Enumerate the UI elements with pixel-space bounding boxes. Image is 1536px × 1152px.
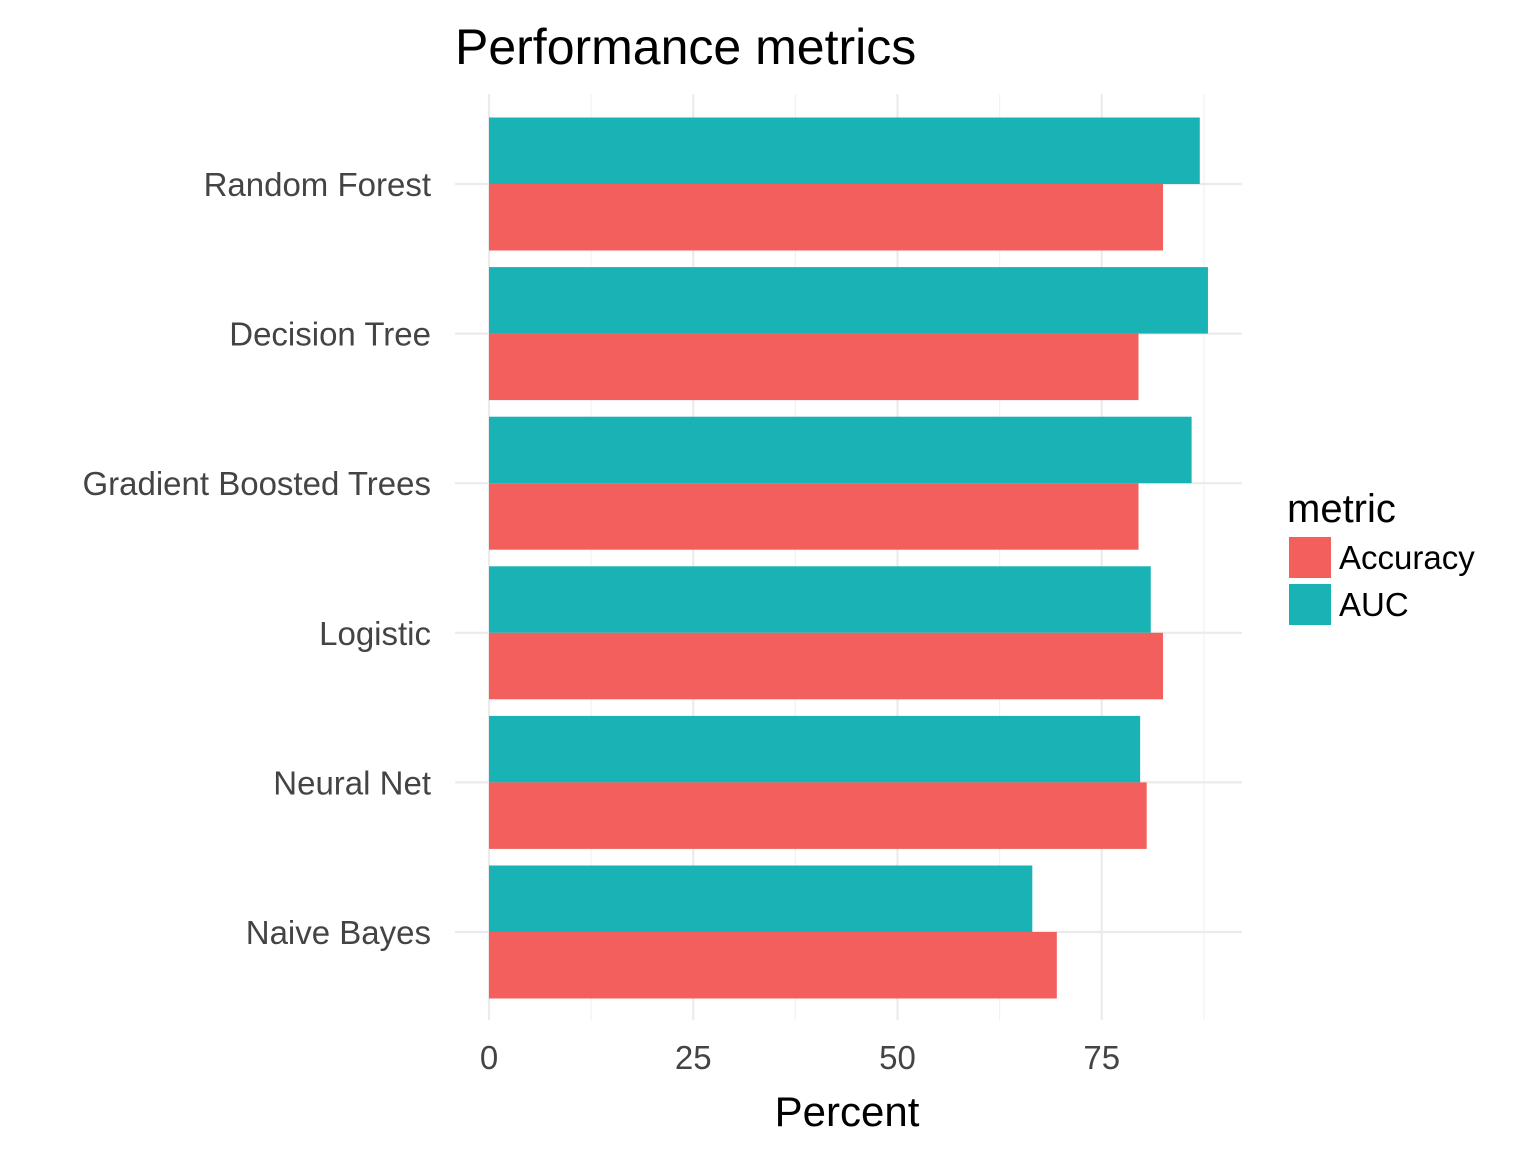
x-tick-label: 25 (675, 1039, 712, 1076)
x-axis-title: Percent (775, 1088, 920, 1135)
bar-auc (489, 715, 1141, 783)
x-tick-label: 0 (480, 1039, 498, 1076)
chart-title: Performance metrics (455, 19, 916, 75)
x-tick-label: 75 (1083, 1039, 1120, 1076)
category-label: Neural Net (273, 764, 431, 801)
bar-auc (489, 566, 1151, 633)
category-labels: Random Forest Decision Tree Gradient Boost… (82, 166, 431, 951)
bar-accuracy (489, 932, 1057, 999)
bars (489, 117, 1208, 999)
legend-key-accuracy (1289, 537, 1331, 578)
category-label: Gradient Boosted Trees (82, 465, 431, 502)
bar-accuracy (489, 333, 1139, 401)
bar-accuracy (489, 782, 1147, 849)
legend: metric Accuracy AUC (1287, 487, 1475, 625)
x-tick-labels: 0 25 50 75 (480, 1039, 1120, 1076)
x-tick-label: 50 (879, 1039, 916, 1076)
category-label: Logistic (319, 615, 431, 652)
bar-accuracy (489, 184, 1164, 251)
bar-accuracy (489, 632, 1164, 700)
category-label: Decision Tree (229, 316, 431, 353)
category-label: Random Forest (204, 166, 431, 203)
legend-label: AUC (1339, 586, 1409, 623)
bar-accuracy (489, 483, 1139, 550)
legend-title: metric (1287, 487, 1396, 531)
bar-auc (489, 416, 1192, 484)
bar-auc (489, 267, 1208, 334)
bar-auc (489, 117, 1200, 184)
category-label: Naive Bayes (246, 914, 431, 951)
bar-auc (489, 865, 1033, 932)
legend-label: Accuracy (1339, 539, 1475, 576)
legend-key-auc (1289, 584, 1331, 625)
